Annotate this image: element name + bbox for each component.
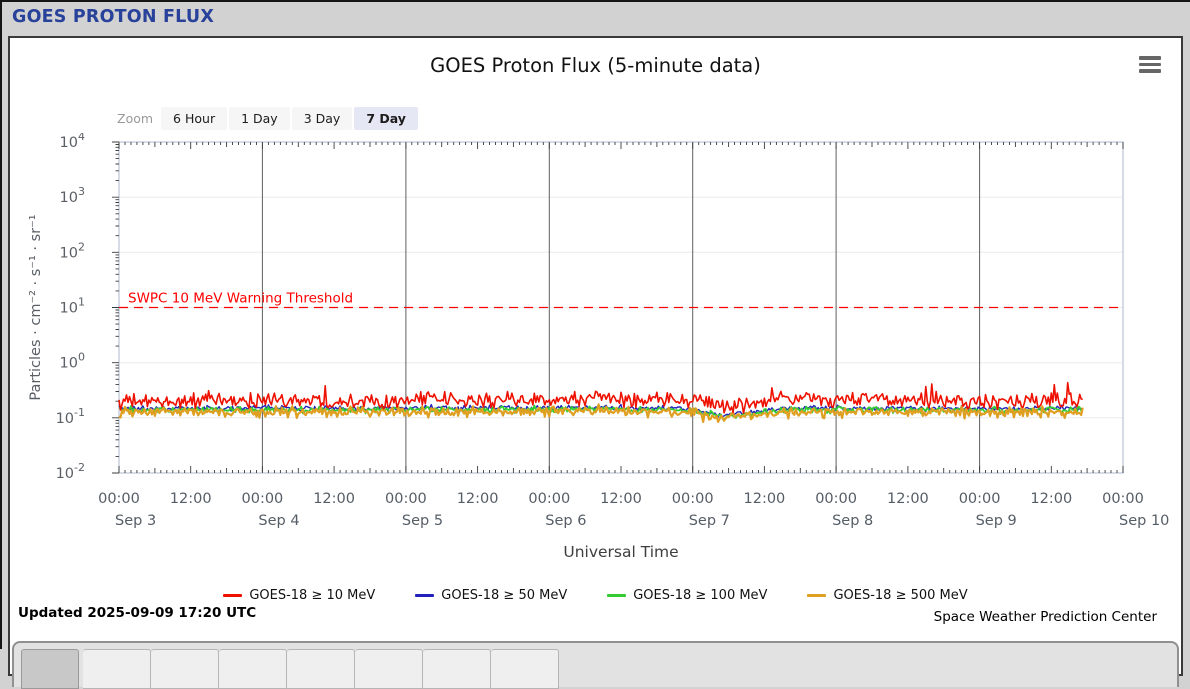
strip-tab[interactable] — [355, 649, 423, 689]
x-tick-label: 12:00 — [313, 491, 355, 507]
x-tick-label: 12:00 — [600, 491, 642, 507]
zoom-button-6-hour[interactable]: 6 Hour — [161, 106, 228, 130]
x-date-label: Sep 7 — [689, 513, 730, 529]
x-tick-label: 00:00 — [385, 491, 427, 507]
strip-tab[interactable] — [83, 649, 151, 689]
strip-tab[interactable] — [151, 649, 219, 689]
credit-label: Space Weather Prediction Center — [933, 609, 1157, 625]
legend-swatch-icon — [807, 594, 827, 597]
x-axis-title: Universal Time — [563, 543, 679, 561]
x-date-label: Sep 8 — [832, 513, 873, 529]
zoom-button-7-day[interactable]: 7 Day — [354, 106, 418, 130]
y-tick-label: 10-2 — [56, 461, 85, 482]
x-date-label: Sep 4 — [258, 513, 299, 529]
series-line-0 — [118, 381, 1083, 415]
x-tick-label: 00:00 — [815, 491, 857, 507]
zoom-controls: Zoom 6 Hour 1 Day 3 Day 7 Day — [117, 106, 420, 130]
x-date-label: Sep 9 — [976, 513, 1017, 529]
y-tick-label: 104 — [60, 133, 85, 151]
zoom-button-3-day[interactable]: 3 Day — [291, 106, 353, 130]
x-tick-label: 00:00 — [1102, 491, 1144, 507]
legend-item[interactable]: GOES-18 ≥ 100 MeV — [607, 588, 767, 603]
y-tick-label: 102 — [60, 240, 85, 261]
zoom-button-group: 6 Hour 1 Day 3 Day 7 Day — [161, 106, 420, 130]
strip-tab[interactable] — [423, 649, 491, 689]
x-date-label: Sep 3 — [115, 513, 156, 529]
legend-label: GOES-18 ≥ 10 MeV — [249, 588, 376, 603]
strip-tab[interactable] — [21, 649, 79, 689]
chart-title: GOES Proton Flux (5-minute data) — [430, 54, 761, 77]
next-widget-tabs — [21, 649, 1177, 689]
x-date-label: Sep 10 — [1119, 513, 1169, 529]
next-widget-strip — [12, 641, 1179, 689]
x-date-label: Sep 6 — [545, 513, 586, 529]
x-tick-label: 12:00 — [744, 491, 786, 507]
x-tick-label: 12:00 — [457, 491, 499, 507]
y-axis-title: Particles · cm⁻² · s⁻¹ · sr⁻¹ — [28, 214, 44, 400]
x-tick-label: 00:00 — [242, 491, 284, 507]
legend-swatch-icon — [607, 594, 627, 597]
x-tick-label: 00:00 — [98, 491, 140, 507]
zoom-label: Zoom — [117, 110, 154, 126]
legend-item[interactable]: GOES-18 ≥ 10 MeV — [223, 588, 375, 603]
legend-item[interactable]: GOES-18 ≥ 50 MeV — [415, 588, 567, 603]
x-tick-label: 00:00 — [528, 491, 570, 507]
legend-label: GOES-18 ≥ 100 MeV — [633, 588, 768, 603]
y-tick-label: 10-1 — [56, 406, 85, 427]
legend-swatch-icon — [223, 594, 243, 597]
strip-tab[interactable] — [287, 649, 355, 689]
series-line-1 — [118, 403, 1083, 418]
hamburger-menu-icon[interactable] — [1139, 56, 1161, 76]
x-tick-label: 12:00 — [1030, 491, 1072, 507]
legend-item[interactable]: GOES-18 ≥ 500 MeV — [807, 588, 968, 603]
y-tick-label: 101 — [60, 296, 85, 317]
x-tick-label: 00:00 — [959, 491, 1001, 507]
warning-threshold-label: SWPC 10 MeV Warning Threshold — [128, 291, 353, 307]
x-tick-label: 12:00 — [887, 491, 929, 507]
proton-flux-chart: SWPC 10 MeV Warning Threshold 00:00 Sep 3 1… — [10, 130, 1185, 533]
flux-chart-svg: SWPC 10 MeV Warning Threshold 00:00 Sep 3 1… — [28, 130, 1169, 529]
page-title: GOES PROTON FLUX — [12, 7, 215, 27]
strip-tab[interactable] — [219, 649, 287, 689]
x-tick-label: 00:00 — [672, 491, 714, 507]
legend-label: GOES-18 ≥ 500 MeV — [833, 588, 968, 603]
legend-label: GOES-18 ≥ 50 MeV — [441, 588, 568, 603]
strip-tab[interactable] — [491, 649, 559, 689]
axis-ticks — [112, 141, 1124, 474]
x-date-label: Sep 5 — [402, 513, 443, 529]
legend-swatch-icon — [415, 594, 435, 597]
chart-legend: GOES-18 ≥ 10 MeV GOES-18 ≥ 50 MeV GOES-18 … — [10, 588, 1181, 603]
updated-timestamp: Updated 2025-09-09 17:20 UTC — [18, 605, 257, 621]
y-tick-label: 100 — [60, 351, 85, 372]
y-tick-label: 103 — [60, 185, 85, 206]
series-line-3 — [118, 403, 1084, 423]
zoom-button-1-day[interactable]: 1 Day — [229, 106, 290, 130]
x-tick-label: 12:00 — [170, 491, 212, 507]
chart-panel: GOES Proton Flux (5-minute data) Zoom 6 … — [8, 36, 1185, 689]
